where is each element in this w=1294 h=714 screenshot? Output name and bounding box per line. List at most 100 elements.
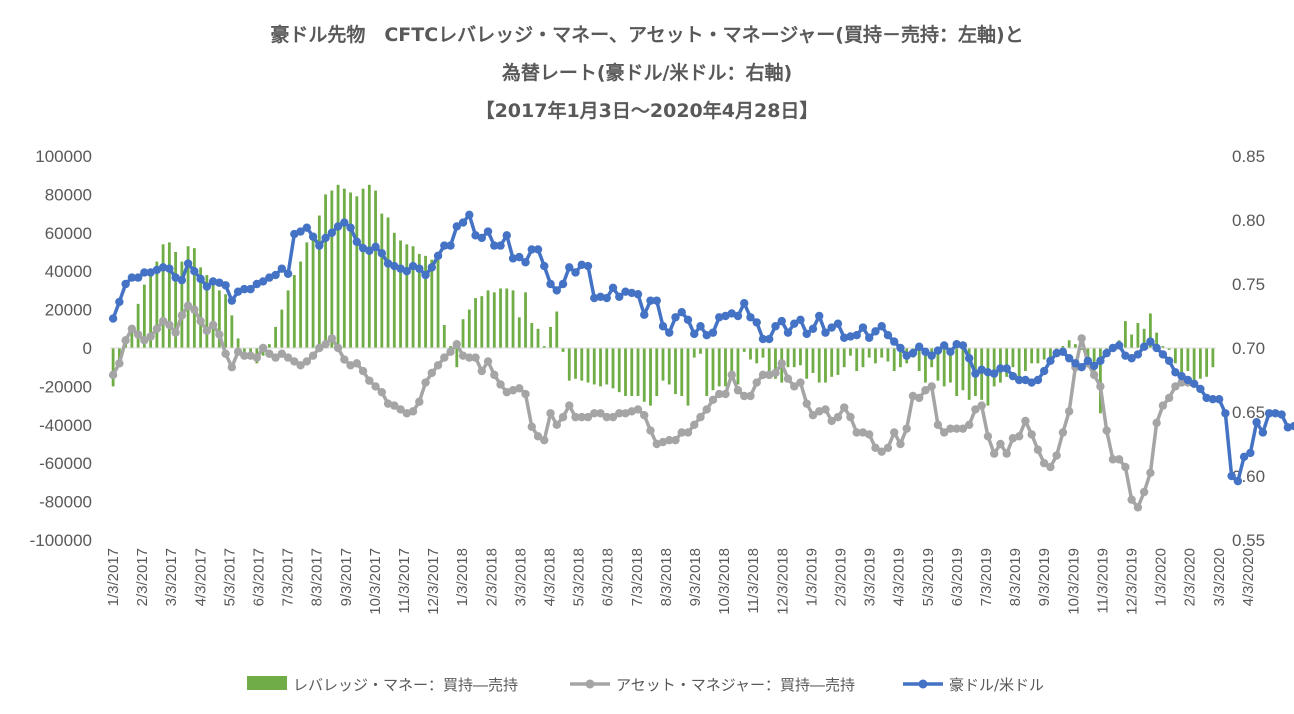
aud-usd-point — [296, 227, 305, 236]
asset-manager-point — [133, 330, 143, 339]
aud-usd-point — [1152, 343, 1161, 353]
leveraged-money-bar — [192, 248, 196, 348]
right-tick-label: 0.80 — [1232, 211, 1265, 230]
leveraged-money-bar — [961, 348, 965, 391]
leveraged-money-bar — [661, 348, 665, 381]
aud-usd-point — [502, 231, 511, 240]
leveraged-money-bar — [474, 298, 477, 348]
leveraged-money-bar — [649, 348, 652, 406]
aud-usd-point — [315, 241, 324, 250]
x-tick-label: 10/3/2017 — [367, 548, 384, 615]
left-axis: 100000 80000 60000 40000 20000 0 -20000 -40000 -… — [30, 147, 92, 550]
left-tick-label: 80000 — [45, 185, 92, 204]
leveraged-money-bar — [1080, 348, 1084, 350]
aud-usd-point — [427, 263, 437, 272]
aud-usd-point — [914, 342, 924, 351]
leveraged-money-bar — [705, 348, 709, 396]
leveraged-money-bar — [1011, 348, 1015, 368]
x-tick-label: 5/3/2018 — [571, 548, 588, 606]
x-tick-label: 7/3/2018 — [629, 548, 646, 606]
aud-usd-point — [196, 274, 205, 284]
x-tick-label: 1/3/2020 — [1153, 548, 1170, 606]
leveraged-money-bar — [467, 309, 471, 348]
asset-manager-point — [1077, 334, 1086, 343]
aud-usd-point — [783, 328, 793, 337]
asset-manager-point — [1052, 451, 1061, 460]
leveraged-money-bar — [380, 213, 384, 348]
aud-usd-point — [346, 223, 355, 232]
leveraged-money-bar — [305, 242, 309, 348]
aud-usd-point — [1164, 356, 1174, 365]
aud-usd-point — [790, 319, 799, 328]
leveraged-money-bar — [436, 259, 440, 348]
leveraged-money-bar — [674, 348, 677, 395]
asset-manager-point — [889, 428, 899, 437]
leveraged-money-bar — [1155, 332, 1159, 348]
leveraged-money-bar — [399, 240, 402, 348]
aud-usd-point — [108, 314, 118, 323]
asset-manager-point — [146, 332, 155, 341]
aud-usd-point — [708, 328, 718, 337]
asset-manager-point — [1171, 382, 1180, 391]
asset-manager-point — [1014, 432, 1024, 441]
leveraged-money-bar — [1030, 348, 1034, 364]
aud-usd-point — [758, 334, 768, 344]
aud-usd-point — [352, 237, 362, 246]
aud-usd-point — [952, 339, 961, 349]
leveraged-money-bar — [1142, 328, 1146, 348]
x-tick-label: 11/3/2017 — [396, 548, 413, 614]
aud-usd-point — [183, 259, 193, 268]
asset-manager-point — [883, 443, 893, 453]
asset-manager-point — [996, 439, 1005, 449]
aud-usd-point — [933, 346, 943, 355]
aud-usd-point — [208, 277, 218, 286]
leveraged-money-bar — [449, 346, 452, 348]
leveraged-money-bar — [517, 317, 521, 348]
leveraged-money-bars — [111, 184, 1215, 414]
aud-usd-point — [433, 251, 443, 261]
aud-usd-point — [1002, 364, 1011, 373]
leveraged-money-bar — [186, 246, 190, 348]
leveraged-money-bar — [1036, 348, 1040, 364]
leveraged-money-bar — [149, 275, 153, 348]
leveraged-money-bar — [536, 328, 540, 348]
leveraged-money-bar — [117, 348, 121, 364]
right-tick-label: 0.85 — [1232, 147, 1265, 166]
aud-usd-point — [558, 279, 568, 289]
leveraged-money-bar — [236, 338, 240, 348]
leveraged-money-bar — [1067, 340, 1071, 348]
aud-usd-point — [465, 210, 474, 220]
leveraged-money-bar — [886, 348, 890, 362]
asset-manager-point — [277, 349, 287, 358]
leveraged-money-bar — [224, 294, 228, 348]
chart-title-line-2: 為替レート(豪ドル/米ドル：右軸) — [502, 61, 792, 84]
asset-manager-point — [958, 424, 968, 433]
aud-usd-point — [752, 318, 761, 327]
aud-usd-point — [321, 233, 330, 243]
aud-usd-point — [1127, 354, 1136, 363]
leveraged-money-bar — [180, 261, 184, 348]
leveraged-money-bar — [286, 290, 290, 348]
aud-usd-point — [565, 263, 574, 272]
leveraged-money-bar — [1130, 334, 1134, 348]
asset-manager-point — [827, 416, 836, 426]
right-axis: 0.850.800.750.700.650.600.55 — [1232, 147, 1265, 550]
aud-usd-point — [165, 264, 174, 273]
aud-usd-point — [989, 369, 999, 378]
aud-usd-point — [1233, 476, 1243, 486]
asset-manager-point — [758, 370, 768, 380]
asset-manager-point — [558, 412, 568, 422]
asset-manager-point — [914, 393, 924, 403]
aud-usd-point — [1246, 448, 1255, 458]
legend: レバレッジ・マネー：買持―売持 アセット・マネジャー：買持―売持 豪ドル/米ドル — [247, 676, 1044, 694]
leveraged-money-bar — [217, 290, 221, 348]
aud-usd-point — [458, 218, 468, 227]
aud-usd-point — [983, 368, 993, 377]
leveraged-money-bar — [361, 188, 365, 348]
leveraged-money-bar — [730, 348, 734, 379]
aud-usd-point — [440, 241, 449, 250]
left-tick-label: -100000 — [30, 531, 92, 550]
aud-usd-point — [1208, 395, 1218, 404]
aud-usd-point — [964, 354, 974, 363]
asset-manager-point — [1021, 416, 1030, 426]
